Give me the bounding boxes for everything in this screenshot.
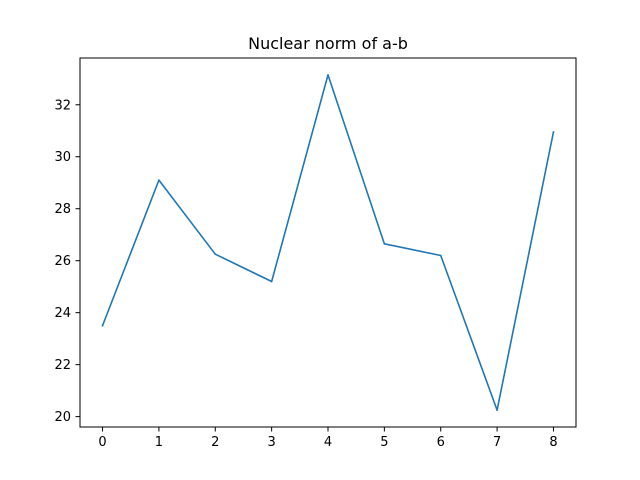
x-tick-label: 7 [493,435,501,450]
y-tick-label: 26 [54,254,71,269]
data-point [158,179,160,181]
x-tick-label: 6 [437,435,445,450]
y-tick-label: 24 [54,306,71,321]
y-tick-label: 20 [54,410,71,425]
x-axis: 0 1 2 3 4 5 6 7 8 [98,427,558,450]
x-tick-label: 8 [549,435,557,450]
data-point [214,253,217,255]
x-tick-label: 0 [98,435,106,450]
x-tick-label: 5 [380,435,388,450]
plot-area [79,57,577,428]
data-point [270,280,273,283]
data-point [552,131,555,133]
x-tick-label: 4 [324,435,332,450]
chart-title: Nuclear norm of a-b [248,34,408,53]
x-tick-label: 2 [211,435,219,450]
y-tick-label: 32 [54,98,71,113]
data-point [383,242,386,245]
y-tick-label: 30 [54,150,71,165]
y-axis: 20 22 24 26 28 30 32 [54,98,80,425]
data-point [327,74,329,76]
y-tick-label: 22 [54,358,71,373]
data-point [101,324,104,327]
x-tick-label: 1 [155,435,163,450]
y-tick-label: 28 [54,202,71,217]
data-point [496,409,498,411]
data-point [439,254,442,257]
series-layer [101,74,555,411]
x-tick-label: 3 [267,435,275,450]
